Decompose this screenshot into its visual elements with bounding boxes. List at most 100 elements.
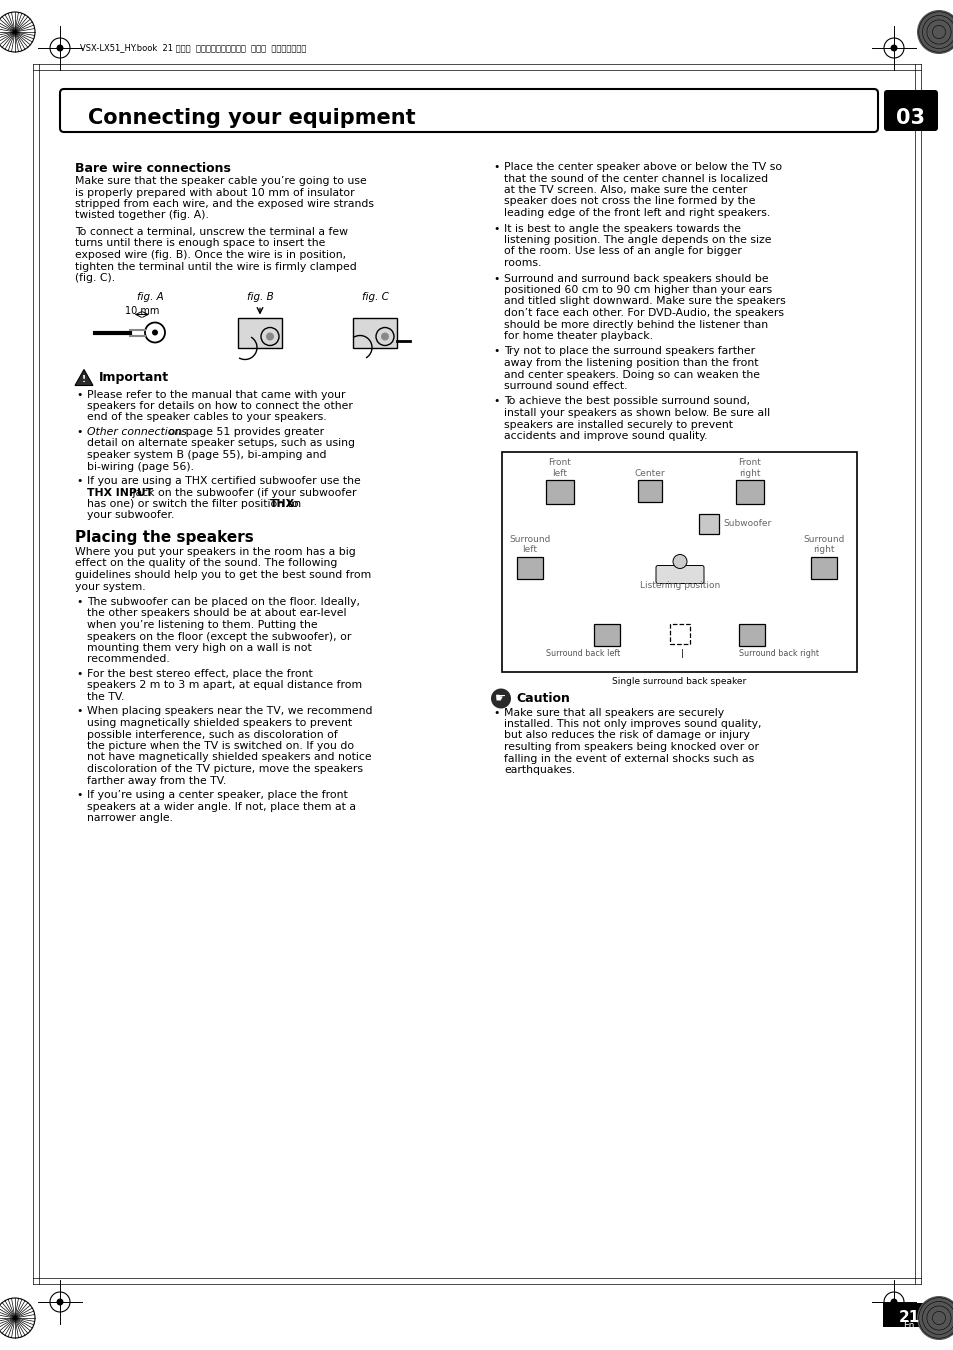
Text: •: • xyxy=(493,707,498,717)
Bar xyxy=(735,479,763,504)
Text: the picture when the TV is switched on. If you do: the picture when the TV is switched on. … xyxy=(87,741,354,751)
FancyBboxPatch shape xyxy=(60,89,877,132)
Text: accidents and improve sound quality.: accidents and improve sound quality. xyxy=(503,431,707,441)
Text: leading edge of the front left and right speakers.: leading edge of the front left and right… xyxy=(503,208,769,217)
Bar xyxy=(699,513,719,533)
Text: If you are using a THX certified subwoofer use the: If you are using a THX certified subwoof… xyxy=(87,477,360,486)
Circle shape xyxy=(152,329,158,336)
Text: mounting them very high on a wall is not: mounting them very high on a wall is not xyxy=(87,643,312,653)
Text: VSX-LX51_HY.book  21 ページ  ２００８年４月１６日  水曜日  午後４時３９分: VSX-LX51_HY.book 21 ページ ２００８年４月１６日 水曜日 午… xyxy=(80,43,306,53)
Text: and center speakers. Doing so can weaken the: and center speakers. Doing so can weaken… xyxy=(503,370,760,379)
Text: Surround and surround back speakers should be: Surround and surround back speakers shou… xyxy=(503,274,768,284)
Text: Surround back right: Surround back right xyxy=(739,649,818,659)
Text: recommended.: recommended. xyxy=(87,655,170,664)
Text: To connect a terminal, unscrew the terminal a few: To connect a terminal, unscrew the termi… xyxy=(75,227,348,238)
Text: the TV.: the TV. xyxy=(87,693,124,702)
Text: Subwoofer: Subwoofer xyxy=(722,518,770,528)
Text: narrower angle.: narrower angle. xyxy=(87,813,172,823)
Text: Single surround back speaker: Single surround back speaker xyxy=(611,678,745,687)
Text: Make sure that the speaker cable you’re going to use: Make sure that the speaker cable you’re … xyxy=(75,176,366,186)
Text: fig. A: fig. A xyxy=(136,293,163,302)
Text: speakers for details on how to connect the other: speakers for details on how to connect t… xyxy=(87,401,353,410)
Text: on: on xyxy=(283,500,300,509)
Text: speakers on the floor (except the subwoofer), or: speakers on the floor (except the subwoo… xyxy=(87,632,351,641)
FancyBboxPatch shape xyxy=(656,566,703,583)
Text: If you’re using a center speaker, place the front: If you’re using a center speaker, place … xyxy=(87,790,348,801)
Text: Try not to place the surround speakers farther: Try not to place the surround speakers f… xyxy=(503,347,755,356)
Text: is properly prepared with about 10 mm of insulator: is properly prepared with about 10 mm of… xyxy=(75,188,355,197)
Text: Front
left: Front left xyxy=(548,458,571,478)
Text: for home theater playback.: for home theater playback. xyxy=(503,331,652,342)
Text: speaker system B (page 55), bi-amping and: speaker system B (page 55), bi-amping an… xyxy=(87,450,326,460)
Text: and titled slight downward. Make sure the speakers: and titled slight downward. Make sure th… xyxy=(503,297,785,306)
FancyBboxPatch shape xyxy=(237,317,282,347)
Text: bi-wiring (page 56).: bi-wiring (page 56). xyxy=(87,462,193,471)
Circle shape xyxy=(916,1296,953,1341)
Bar xyxy=(810,556,836,579)
Text: install your speakers as shown below. Be sure all: install your speakers as shown below. Be… xyxy=(503,408,769,418)
Bar xyxy=(545,479,574,504)
Text: speakers at a wider angle. If not, place them at a: speakers at a wider angle. If not, place… xyxy=(87,802,355,811)
Text: ☛: ☛ xyxy=(495,693,506,705)
Circle shape xyxy=(266,332,274,340)
Text: discoloration of the TV picture, move the speakers: discoloration of the TV picture, move th… xyxy=(87,764,363,774)
Text: Placing the speakers: Placing the speakers xyxy=(75,531,253,545)
Text: The subwoofer can be placed on the floor. Ideally,: The subwoofer can be placed on the floor… xyxy=(87,597,359,608)
Bar xyxy=(882,1303,934,1327)
Text: •: • xyxy=(76,390,82,400)
Text: Connecting your equipment: Connecting your equipment xyxy=(88,108,416,128)
Bar xyxy=(669,624,689,644)
Text: resulting from speakers being knocked over or: resulting from speakers being knocked ov… xyxy=(503,743,759,752)
Text: •: • xyxy=(76,706,82,717)
Text: positioned 60 cm to 90 cm higher than your ears: positioned 60 cm to 90 cm higher than yo… xyxy=(503,285,771,296)
Text: •: • xyxy=(493,347,498,356)
Text: has one) or switch the filter position to: has one) or switch the filter position t… xyxy=(87,500,302,509)
Text: surround sound effect.: surround sound effect. xyxy=(503,381,627,392)
Text: For the best stereo effect, place the front: For the best stereo effect, place the fr… xyxy=(87,670,313,679)
Text: Surround
right: Surround right xyxy=(802,535,843,555)
Text: tighten the terminal until the wire is firmly clamped: tighten the terminal until the wire is f… xyxy=(75,262,356,271)
Text: THX INPUT: THX INPUT xyxy=(87,487,153,498)
Text: your subwoofer.: your subwoofer. xyxy=(87,510,174,521)
Text: farther away from the TV.: farther away from the TV. xyxy=(87,775,226,786)
Text: THX: THX xyxy=(270,500,294,509)
Bar xyxy=(638,479,661,501)
Text: effect on the quality of the sound. The following: effect on the quality of the sound. The … xyxy=(75,559,337,568)
Text: of the room. Use less of an angle for bigger: of the room. Use less of an angle for bi… xyxy=(503,247,741,256)
Text: •: • xyxy=(76,790,82,801)
Text: Important: Important xyxy=(99,371,169,385)
Text: Please refer to the manual that came with your: Please refer to the manual that came wit… xyxy=(87,390,345,400)
Circle shape xyxy=(889,45,897,51)
FancyBboxPatch shape xyxy=(883,90,937,131)
Text: Place the center speaker above or below the TV so: Place the center speaker above or below … xyxy=(503,162,781,171)
Text: Front
right: Front right xyxy=(738,458,760,478)
Text: at the TV screen. Also, make sure the center: at the TV screen. Also, make sure the ce… xyxy=(503,185,746,194)
Text: Listening position: Listening position xyxy=(639,582,720,590)
Text: •: • xyxy=(76,477,82,486)
FancyBboxPatch shape xyxy=(353,317,396,347)
Circle shape xyxy=(672,555,686,568)
Text: not have magnetically shielded speakers and notice: not have magnetically shielded speakers … xyxy=(87,752,372,763)
Text: installed. This not only improves sound quality,: installed. This not only improves sound … xyxy=(503,720,760,729)
Text: To achieve the best possible surround sound,: To achieve the best possible surround so… xyxy=(503,397,749,406)
Text: stripped from each wire, and the exposed wire strands: stripped from each wire, and the exposed… xyxy=(75,198,374,209)
Text: away from the listening position than the front: away from the listening position than th… xyxy=(503,358,758,369)
Text: Surround
left: Surround left xyxy=(509,535,550,555)
Text: Where you put your speakers in the room has a big: Where you put your speakers in the room … xyxy=(75,547,355,558)
Text: Other connections: Other connections xyxy=(87,427,187,437)
Text: Caution: Caution xyxy=(516,691,569,705)
Text: your system.: your system. xyxy=(75,582,146,591)
Text: should be more directly behind the listener than: should be more directly behind the liste… xyxy=(503,320,767,329)
Text: Surround back left: Surround back left xyxy=(545,649,619,659)
Text: rooms.: rooms. xyxy=(503,258,540,269)
Circle shape xyxy=(380,332,389,340)
Text: speakers 2 m to 3 m apart, at equal distance from: speakers 2 m to 3 m apart, at equal dist… xyxy=(87,680,362,690)
Text: speakers are installed securely to prevent: speakers are installed securely to preve… xyxy=(503,420,732,429)
Bar xyxy=(594,624,619,645)
Text: Bare wire connections: Bare wire connections xyxy=(75,162,231,176)
Text: !: ! xyxy=(82,375,86,383)
Text: turns until there is enough space to insert the: turns until there is enough space to ins… xyxy=(75,239,325,248)
Text: on page 51 provides greater: on page 51 provides greater xyxy=(165,427,324,437)
Text: exposed wire (fig. B). Once the wire is in position,: exposed wire (fig. B). Once the wire is … xyxy=(75,250,346,261)
Circle shape xyxy=(491,688,511,709)
